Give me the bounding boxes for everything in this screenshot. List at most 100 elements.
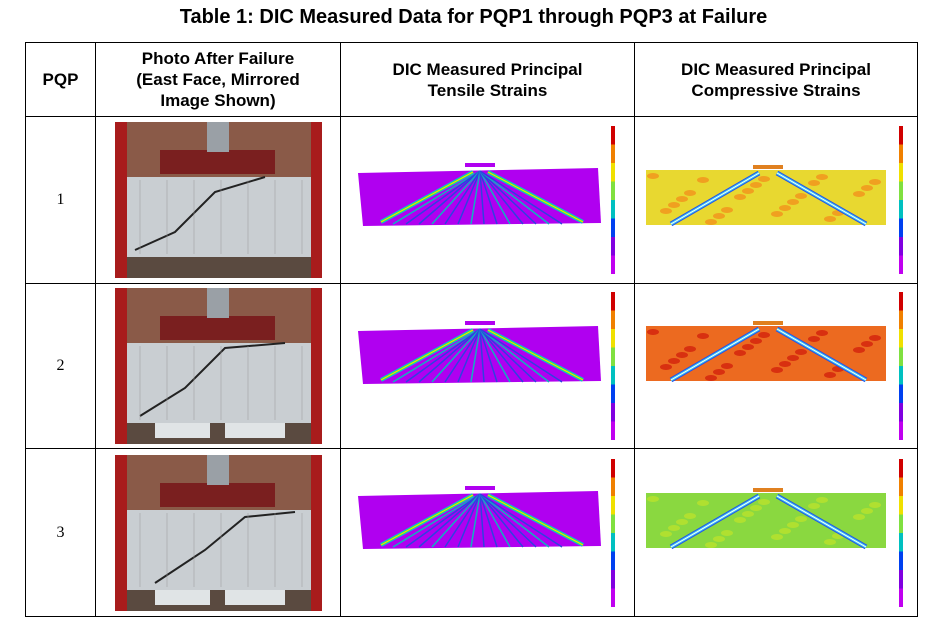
actuator	[206, 288, 229, 318]
strut-band	[670, 328, 760, 381]
strain-band	[443, 170, 481, 225]
colorbar-segment	[610, 366, 615, 385]
colorbar-segment	[610, 329, 615, 348]
strain-band	[478, 492, 537, 548]
strain-patch	[824, 216, 836, 222]
strain-patch	[721, 363, 733, 369]
strain-patch	[808, 180, 820, 186]
figure	[357, 126, 615, 274]
colorbar-segment	[899, 126, 903, 145]
strain-patch	[824, 538, 836, 545]
colorbar-segment	[899, 532, 903, 551]
strain-patch	[758, 176, 770, 182]
crack	[138, 342, 285, 417]
strain-band	[479, 328, 549, 383]
strain-band	[478, 170, 537, 225]
strain-field	[357, 490, 601, 549]
results-table: PQP Photo After Failure (East Face, Mirr…	[25, 42, 918, 617]
strain-band	[478, 493, 498, 547]
colorbar-segment	[610, 181, 615, 200]
strain-patch	[742, 344, 754, 350]
colorbar-segment	[610, 588, 615, 607]
figure	[357, 292, 615, 440]
colorbar-segment	[899, 237, 903, 256]
colorbar-segment	[899, 477, 903, 496]
strain-patch	[705, 219, 717, 225]
actuator	[206, 454, 229, 485]
strain-patch	[824, 372, 836, 378]
header-row: PQP Photo After Failure (East Face, Mirr…	[25, 42, 918, 117]
strain-band	[443, 328, 481, 383]
strain-band	[478, 170, 485, 225]
strain-band	[443, 493, 481, 547]
pqp-number: 2	[25, 283, 96, 449]
strain-field	[357, 168, 601, 226]
pqp-number: 3	[25, 448, 96, 617]
strain-patch	[758, 332, 770, 338]
strain-patch	[647, 329, 659, 335]
strain-patch	[771, 211, 783, 217]
strain-patch	[668, 524, 680, 531]
header-text: DIC Measured Principal Tensile Strains	[392, 59, 583, 100]
crack	[153, 510, 295, 584]
strain-patch	[795, 193, 807, 199]
strain-band	[479, 492, 549, 548]
strain-band	[478, 493, 511, 547]
figure-cell	[340, 448, 635, 617]
strain-patch	[705, 541, 717, 548]
colorbar-segment	[899, 495, 903, 514]
load-pad	[753, 165, 783, 169]
strain-patch	[713, 213, 725, 219]
colorbar-segment	[899, 181, 903, 200]
strain-field	[357, 326, 601, 384]
steel-column	[114, 454, 127, 611]
colorbar-segment	[610, 218, 615, 237]
crack-band	[487, 329, 583, 381]
strain-patch	[787, 199, 799, 205]
strain-band	[479, 492, 562, 548]
strain-patch	[705, 375, 717, 381]
colorbar-segment	[610, 163, 615, 182]
strut-band	[670, 172, 760, 225]
steel-column	[310, 122, 322, 278]
colorbar-segment	[899, 329, 903, 348]
colorbar-segment	[610, 200, 615, 219]
strain-patch	[771, 367, 783, 373]
figure-cell	[634, 283, 918, 449]
strain-band	[430, 170, 481, 225]
strain-band	[479, 170, 562, 225]
strain-band	[478, 328, 498, 383]
crack-band	[380, 329, 473, 381]
strain-patch	[734, 516, 746, 523]
figure	[646, 292, 903, 440]
strain-patch	[713, 369, 725, 375]
strain-patch	[660, 208, 672, 214]
strain-patch	[853, 191, 865, 197]
figure-cell	[340, 116, 635, 284]
strain-patch	[684, 346, 696, 352]
strain-band	[405, 328, 480, 383]
strain-patch	[816, 330, 828, 336]
colorbar-segment	[610, 421, 615, 440]
wall-specimen	[124, 177, 315, 257]
figure-cell	[95, 283, 341, 449]
debris	[224, 589, 285, 605]
crack-band	[380, 494, 473, 545]
load-beam	[159, 150, 275, 174]
strain-patch	[750, 182, 762, 188]
strain-band	[430, 328, 481, 383]
strain-band	[478, 328, 524, 383]
strain-patch	[713, 535, 725, 542]
pqp-number: 1	[25, 116, 96, 284]
load-pad	[753, 321, 783, 325]
strain-band	[456, 328, 481, 383]
colorbar-segment	[610, 384, 615, 403]
strut-band	[776, 172, 867, 225]
strain-patch	[697, 333, 709, 339]
colorbar-segment	[899, 403, 903, 422]
strain-patch	[676, 352, 688, 358]
colorbar-segment	[610, 495, 615, 514]
failure-photo	[114, 288, 322, 444]
strain-band	[478, 328, 485, 383]
debris	[154, 589, 210, 605]
